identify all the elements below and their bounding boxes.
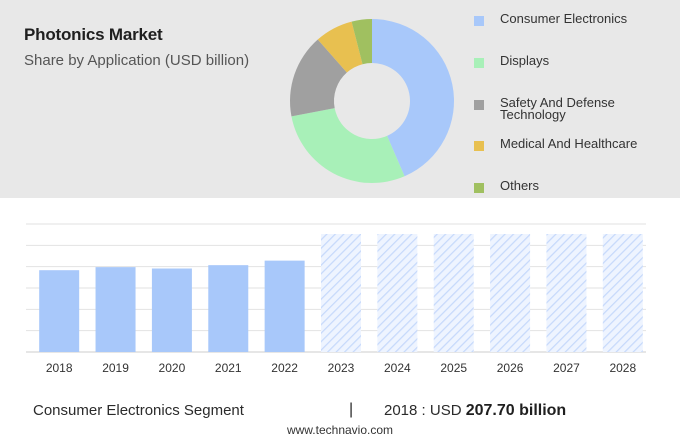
x-tick-label: 2018 bbox=[46, 361, 73, 375]
legend-swatch bbox=[474, 16, 484, 26]
chart-title: Photonics Market bbox=[24, 25, 163, 44]
forecast-bar-2023 bbox=[321, 234, 361, 352]
legend-label: Medical And Healthcare bbox=[500, 136, 638, 151]
legend-label: Others bbox=[500, 178, 540, 193]
bar-2021 bbox=[208, 265, 249, 352]
legend-item: Safety And Defense Technology bbox=[474, 95, 670, 122]
legend-item: Consumer Electronics bbox=[474, 11, 670, 26]
bar-chart: 2018 2019 2020 2021 2022 2023 2024 2025 2026 2027… bbox=[26, 223, 646, 375]
legend-swatch bbox=[474, 141, 484, 151]
forecast-bar-2025 bbox=[433, 234, 474, 352]
legend-item: Displays bbox=[474, 53, 670, 68]
footer-separator: | bbox=[349, 401, 354, 418]
legend-label: Consumer Electronics bbox=[500, 11, 628, 26]
forecast-bar-2026 bbox=[490, 234, 531, 352]
donut-slice-medical-and-healthcare bbox=[317, 21, 363, 73]
legend-swatch bbox=[474, 183, 484, 193]
footer-segment: Consumer Electronics Segment bbox=[33, 402, 244, 419]
x-tick-label: 2024 bbox=[384, 361, 411, 375]
forecast-bar-2028 bbox=[602, 234, 643, 352]
legend-item: Others bbox=[474, 178, 670, 193]
x-tick-label: 2019 bbox=[102, 361, 129, 375]
footer-year-prefix: 2018 : USD bbox=[384, 402, 462, 419]
source-link[interactable]: www.technavio.com bbox=[286, 423, 394, 437]
bar-2022 bbox=[264, 260, 305, 352]
donut-slice-consumer-electronics bbox=[372, 19, 454, 177]
legend-swatch bbox=[474, 58, 484, 68]
x-tick-label: 2021 bbox=[215, 361, 242, 375]
x-tick-label: 2027 bbox=[553, 361, 580, 375]
x-tick-label: 2026 bbox=[497, 361, 524, 375]
footer-value: 207.70 billion bbox=[465, 402, 567, 419]
x-tick-label: 2028 bbox=[609, 361, 636, 375]
donut-slice-displays bbox=[291, 108, 405, 183]
legend-label: Displays bbox=[500, 53, 550, 68]
bar-2018 bbox=[39, 270, 80, 352]
donut-slice-others bbox=[351, 19, 372, 65]
legend-label: Safety And Defense Technology bbox=[500, 95, 615, 122]
bar-2019 bbox=[95, 267, 136, 352]
x-tick-label: 2020 bbox=[159, 361, 186, 375]
legend-item: Medical And Healthcare bbox=[474, 136, 670, 151]
x-tick-label: 2022 bbox=[271, 361, 298, 375]
bar-2020 bbox=[151, 268, 192, 352]
chart-subtitle: Share by Application (USD billion) bbox=[24, 52, 250, 69]
donut-slice-safety-and-defense-technology bbox=[290, 39, 347, 117]
donut-chart bbox=[290, 19, 454, 183]
footer-value-text: 2018 : USD 207.70 billion bbox=[384, 402, 566, 420]
x-tick-label: 2025 bbox=[440, 361, 467, 375]
forecast-bar-2024 bbox=[377, 234, 418, 352]
legend-swatch bbox=[474, 100, 484, 110]
forecast-bar-2027 bbox=[546, 234, 587, 352]
x-tick-label: 2023 bbox=[328, 361, 355, 375]
